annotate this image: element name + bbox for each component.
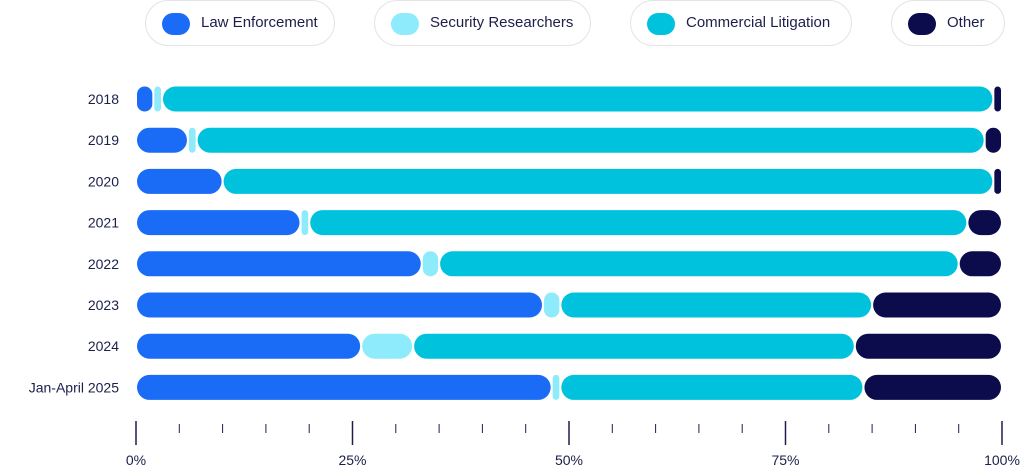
bar-segment-commercial-litigation (414, 333, 854, 359)
category-label: 2019 (88, 132, 119, 148)
legend-label-commercial-litigation: Commercial Litigation (686, 14, 831, 31)
bar-segment-commercial-litigation (440, 251, 958, 277)
bar-segment-law-enforcement (137, 127, 187, 153)
x-tick-label: 75% (771, 452, 799, 468)
bar-segment-other (855, 333, 1001, 359)
bar-segment-other (968, 210, 1001, 236)
bar-segment-law-enforcement (137, 292, 543, 318)
legend-item-security-researchers[interactable]: Security Researchers (374, 0, 591, 46)
bar-segment-law-enforcement (137, 86, 153, 112)
x-tick-label: 25% (338, 452, 366, 468)
legend-swatch-commercial-litigation (647, 13, 675, 35)
x-tick-label: 100% (984, 452, 1020, 468)
legend-item-other[interactable]: Other (891, 0, 1005, 46)
category-label: 2020 (88, 173, 119, 189)
x-tick-label: 0% (126, 452, 146, 468)
bar-segment-commercial-litigation (223, 168, 993, 194)
bar-segment-law-enforcement (137, 251, 421, 277)
bar-segment-security-researchers (154, 86, 161, 112)
legend-item-commercial-litigation[interactable]: Commercial Litigation (630, 0, 852, 46)
category-label: 2023 (88, 297, 119, 313)
bar-segment-other (873, 292, 1001, 318)
bar-segment-commercial-litigation (561, 374, 863, 400)
bar-segment-security-researchers (422, 251, 439, 277)
bar-segment-law-enforcement (137, 168, 222, 194)
bar-segment-other (985, 127, 1001, 153)
legend-swatch-other (908, 13, 936, 35)
category-label: Jan-April 2025 (29, 379, 119, 395)
bar-segment-security-researchers (362, 333, 413, 359)
bar-segment-commercial-litigation (197, 127, 984, 153)
legend-label-law-enforcement: Law Enforcement (201, 14, 318, 31)
legend-label-security-researchers: Security Researchers (430, 14, 574, 31)
bar-segment-other (864, 374, 1001, 400)
bar-segment-security-researchers (188, 127, 196, 153)
category-label: 2018 (88, 91, 119, 107)
category-label: 2021 (88, 215, 119, 231)
legend-label-other: Other (947, 14, 985, 31)
bar-segment-commercial-litigation (310, 210, 967, 236)
legend-item-law-enforcement[interactable]: Law Enforcement (145, 0, 335, 46)
category-label: 2022 (88, 256, 119, 272)
x-tick-label: 50% (555, 452, 583, 468)
bar-segment-law-enforcement (137, 333, 361, 359)
bar-segment-commercial-litigation (162, 86, 993, 112)
bar-segment-commercial-litigation (561, 292, 872, 318)
category-label: 2024 (88, 338, 119, 354)
bar-segment-security-researchers (301, 210, 309, 236)
bar-segment-security-researchers (544, 292, 560, 318)
bar-segment-other (994, 86, 1001, 112)
legend-swatch-security-researchers (391, 13, 419, 35)
bar-segment-law-enforcement (137, 374, 551, 400)
bar-segment-other (959, 251, 1001, 277)
bar-segment-other (994, 168, 1001, 194)
legend: Law Enforcement Security Researchers Com… (0, 0, 1024, 50)
bar-segment-law-enforcement (137, 210, 300, 236)
bar-segment-security-researchers (552, 374, 560, 400)
legend-swatch-law-enforcement (162, 13, 190, 35)
